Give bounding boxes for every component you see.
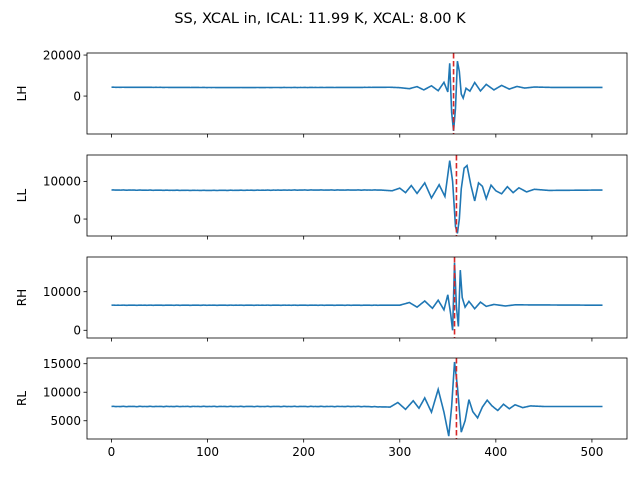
y-tick-label: 20000 [43,48,81,62]
series-line-lh [111,61,603,132]
axes-frame [86,52,628,135]
y-tick-label: 0 [73,324,81,338]
series-line-rl [111,361,603,437]
y-tick-label: 10000 [43,175,81,189]
axes-frame [86,154,628,237]
series-line-ll [111,160,603,234]
panel-lh: 0 20000 LH [15,48,628,138]
y-tick-label: 10000 [43,386,81,400]
y-tick-label: 5000 [50,414,81,428]
y-tick-label: 0 [73,212,81,226]
panel-rl: 5000 10000 15000 0 100 200 300 400 500 RL [15,357,628,459]
ylabel-lh: LH [15,86,29,102]
series-line-rh [111,262,603,331]
y-tick-label: 10000 [43,285,81,299]
x-tick-label: 0 [108,445,116,459]
chart-title: SS, XCAL in, ICAL: 11.99 K, XCAL: 8.00 K [174,11,466,27]
ylabel-rl: RL [15,391,29,406]
x-tick-label: 300 [388,445,411,459]
x-tick-label: 100 [196,445,219,459]
axes-frame [86,256,628,339]
panel-rh: 0 10000 RH [15,256,628,342]
x-tick-label: 200 [292,445,315,459]
y-tick-label: 15000 [43,357,81,371]
axes-frame [86,357,628,440]
x-tick-label: 400 [484,445,507,459]
ylabel-ll: LL [15,189,29,203]
ylabel-rh: RH [15,289,29,306]
x-tick-label: 500 [580,445,603,459]
y-tick-label: 0 [73,89,81,103]
panel-ll: 0 10000 LL [15,154,628,240]
